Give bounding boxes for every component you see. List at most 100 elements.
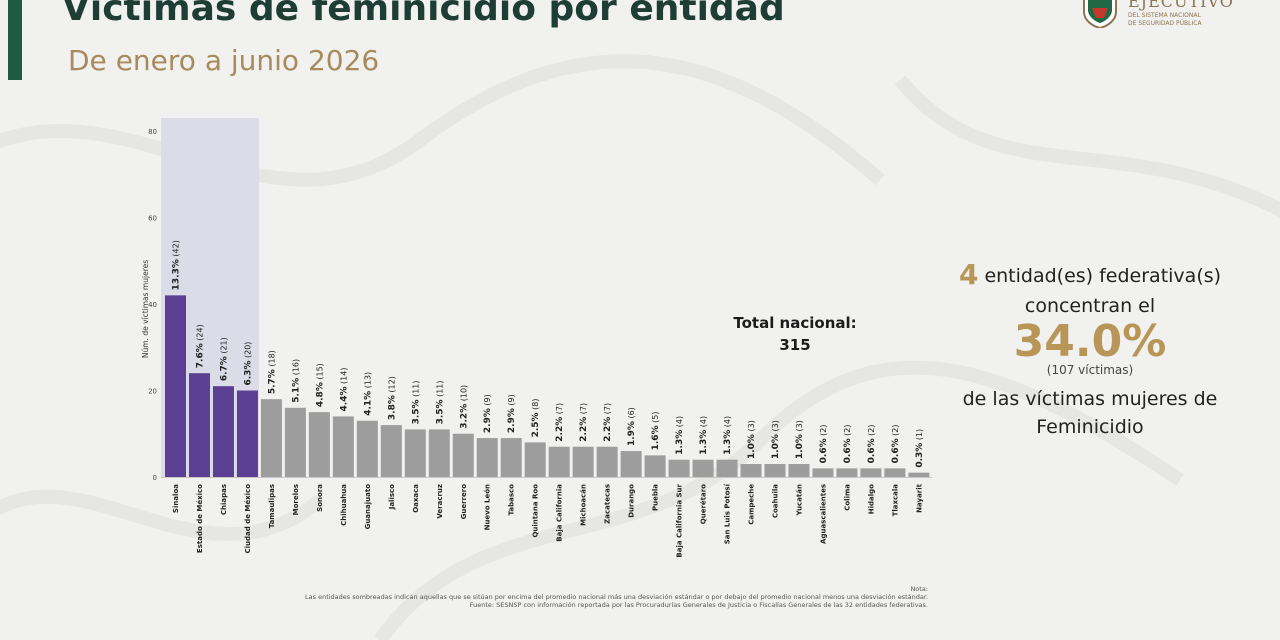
data-label: 7.6% (24) [195, 324, 205, 368]
bar [404, 429, 426, 477]
bar [308, 412, 330, 477]
logo-subtext: DEL SISTEMA NACIONAL DE SEGURIDAD PÚBLIC… [1128, 12, 1202, 27]
bar [524, 442, 546, 477]
x-tick-label: Aguascalientes [819, 484, 827, 544]
x-tick-label: Tamaulipas [268, 484, 276, 528]
summary-victims: (107 víctimas) [1046, 363, 1134, 377]
bar [812, 468, 834, 477]
x-tick-label: Nuevo León [484, 484, 492, 530]
x-tick-label: San Luis Potosí [724, 483, 732, 544]
total-value: 315 [779, 336, 811, 354]
bar [284, 407, 306, 477]
y-tick-label: 80 [148, 128, 157, 136]
x-tick-label: Ciudad de México [244, 484, 252, 554]
x-tick-label: Zacatecas [604, 484, 612, 524]
bar [212, 386, 234, 477]
data-label: 1.3% (4) [675, 416, 685, 455]
notes-label: Nota: [910, 585, 928, 593]
data-label: 1.3% (4) [699, 416, 709, 455]
x-tick-label: Quintana Roo [532, 484, 540, 538]
summary-panel: 4 entidad(es) federativa(s) concentran el… [930, 258, 1250, 441]
x-tick-label: Jalisco [388, 484, 396, 510]
data-label: 6.7% (21) [219, 337, 229, 381]
x-tick-label: Baja California Sur [676, 483, 684, 557]
summary-line1: entidad(es) federativa(s) [984, 265, 1222, 287]
data-label: 0.6% (2) [891, 425, 901, 464]
data-label: 3.5% (11) [411, 380, 421, 424]
data-label: 4.8% (15) [315, 363, 325, 407]
bar [548, 446, 570, 477]
summary-line2: concentran el [1024, 295, 1156, 317]
x-tick-label: Morelos [292, 484, 300, 515]
x-tick-label: Chihuahua [340, 484, 348, 526]
data-label: 2.9% (9) [483, 394, 493, 433]
data-label: 4.4% (14) [339, 368, 349, 412]
notes-line1: Las entidades sombreadas indican aquella… [305, 593, 928, 601]
logo: EJECUTIVO DEL SISTEMA NACIONAL DE SEGURI… [1076, 0, 1276, 34]
x-tick-label: Sinaloa [172, 484, 180, 513]
summary-percent: 34.0% [1013, 316, 1167, 367]
x-tick-label: Hidalgo [867, 484, 875, 514]
x-tick-label: Baja California [556, 484, 564, 542]
x-tick-label: Tabasco [508, 484, 516, 516]
data-label: 13.3% (42) [172, 240, 182, 290]
x-tick-label: Coahuila [772, 484, 780, 518]
chart-notes: Nota: Las entidades sombreadas indican a… [240, 585, 928, 609]
data-label: 2.2% (7) [579, 403, 589, 442]
data-label: 2.9% (9) [507, 394, 517, 433]
data-label: 2.2% (7) [603, 403, 613, 442]
bar [428, 429, 450, 477]
data-label: 3.8% (12) [387, 376, 397, 420]
x-tick-label: Sonora [316, 484, 324, 512]
data-label: 5.7% (18) [267, 350, 277, 394]
seal-icon [1083, 0, 1117, 28]
summary-line4: Feminicidio [1036, 416, 1144, 438]
data-label: 0.6% (2) [843, 425, 853, 464]
bar [260, 399, 282, 477]
x-tick-label: Nayarit [915, 483, 923, 513]
x-tick-label: Puebla [652, 484, 660, 511]
x-tick-label: Michoacán [580, 484, 588, 526]
y-tick-label: 20 [148, 388, 157, 396]
data-label: 0.6% (2) [819, 425, 829, 464]
total-label: Total nacional: [733, 314, 857, 332]
bar [716, 459, 738, 477]
x-tick-label: Querétaro [700, 484, 708, 524]
bar [668, 459, 690, 477]
bar [596, 446, 618, 477]
bar [644, 455, 666, 477]
bar [452, 433, 474, 477]
x-tick-label: Campeche [748, 484, 756, 525]
data-label: 1.0% (3) [747, 420, 757, 459]
data-label: 1.6% (5) [651, 412, 661, 451]
notes-line2: Fuente: SESNSP con información reportada… [469, 601, 928, 609]
x-tick-label: Chiapas [220, 484, 228, 515]
bar [165, 295, 186, 477]
bar [356, 420, 378, 477]
bar [332, 416, 354, 477]
summary-count: 4 [958, 258, 979, 291]
data-label: 1.3% (4) [723, 416, 733, 455]
bar [188, 373, 210, 477]
data-label: 0.6% (2) [867, 425, 877, 464]
data-label: 5.1% (16) [291, 359, 301, 403]
bar [380, 425, 402, 477]
total-national: Total nacional: 315 [720, 312, 870, 356]
x-tick-label: Oaxaca [412, 484, 420, 513]
data-label: 3.5% (11) [435, 380, 445, 424]
data-label: 3.2% (10) [459, 385, 469, 429]
page-subtitle: De enero a junio 2026 [68, 44, 380, 77]
data-label: 6.3% (20) [243, 342, 253, 386]
bar [908, 472, 930, 477]
bar [764, 464, 786, 477]
logo-text: EJECUTIVO [1128, 0, 1234, 11]
x-tick-label: Tlaxcala [891, 484, 899, 517]
x-tick-label: Veracruz [436, 484, 444, 519]
bar [476, 438, 498, 477]
page-title: Víctimas de feminicidio por entidad [62, 0, 785, 29]
y-axis-label: Núm. de víctimas mujeres [141, 260, 150, 358]
data-label: 0.3% (1) [915, 429, 925, 468]
bar [740, 464, 762, 477]
